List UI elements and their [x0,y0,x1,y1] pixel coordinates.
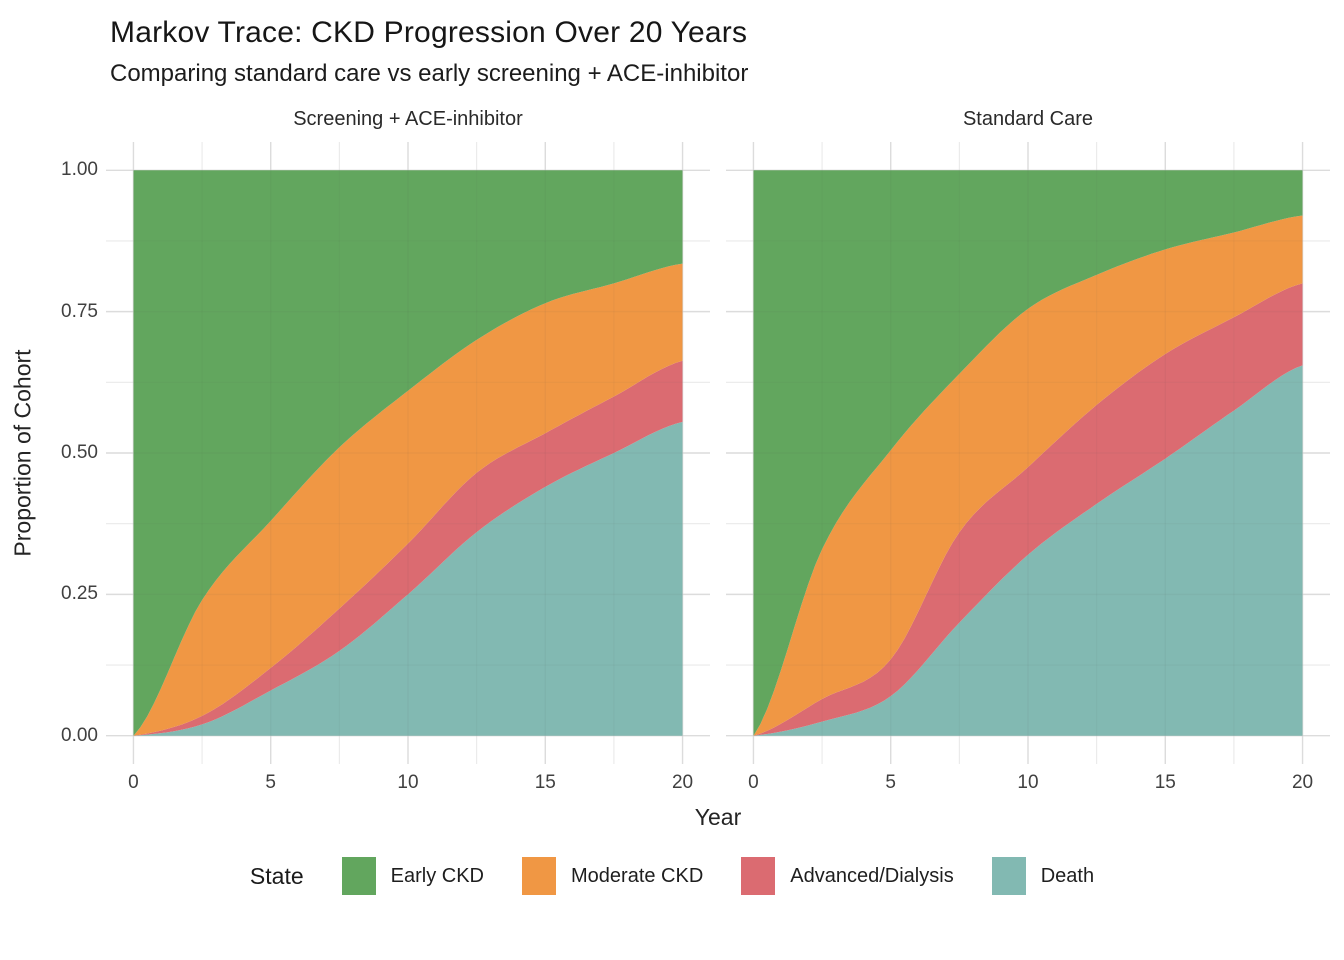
area-advanced-dialysis [753,283,1303,736]
x-tick-label: 10 [397,772,419,793]
x-tick-label: 10 [1017,772,1039,793]
legend-title: State [249,862,304,889]
legend-swatch-icon [341,857,376,895]
legend-swatch-icon [741,857,776,895]
x-tick-label: 20 [1291,772,1314,793]
area-early-ckd [753,170,1303,736]
area-early-ckd [133,170,683,736]
chart-subtitle: Comparing standard care vs early screeni… [110,60,749,87]
panel-standard [726,142,1330,764]
facet-label-screening: Screening + ACE-inhibitor [293,107,523,130]
legend-label: Advanced/Dialysis [790,864,954,887]
y-axis-title: Proportion of Cohort [9,349,36,557]
x-tick-label: 15 [1154,772,1176,793]
legend-swatch-icon [522,857,556,895]
y-tick-label: 0.50 [61,442,98,463]
y-axis-tick-labels: 0.00 0.25 0.50 0.75 1.00 [46,142,106,764]
chart-header: Markov Trace: CKD Progression Over 20 Ye… [0,0,1344,88]
legend-label: Moderate CKD [571,864,704,887]
x-tick-label: 0 [128,772,139,793]
legend-label: Early CKD [390,864,484,887]
area-moderate-ckd [753,215,1303,736]
legend-entry-early-ckd: Early CKD [341,857,484,895]
y-tick-label: 0.00 [61,724,98,746]
x-axis-title: Year [694,804,742,830]
area-death [753,365,1303,736]
panel-screening [106,142,710,764]
area-advanced-dialysis [133,360,683,736]
x-tick-label: 20 [671,772,694,793]
legend-entry-moderate-ckd: Moderate CKD [522,857,703,895]
legend-entry-advanced-dialysis: Advanced/Dialysis [741,857,954,895]
y-tick-label: 0.25 [61,583,98,605]
x-tick-label: 5 [885,772,897,793]
area-death [133,421,683,736]
x-axis-tick-labels-standard: 0 5 10 15 20 [726,764,1330,802]
area-moderate-ckd [133,263,683,736]
y-tick-label: 0.75 [61,300,98,322]
chart-title: Markov Trace: CKD Progression Over 20 Ye… [110,16,748,49]
x-tick-label: 5 [265,772,277,793]
x-axis-tick-labels-screening: 0 5 10 15 20 [106,764,710,802]
facet-label-standard: Standard Care [962,107,1094,130]
legend-entry-death: Death [991,857,1095,895]
x-tick-label: 15 [534,772,556,793]
legend-label: Death [1040,864,1095,887]
x-tick-label: 0 [748,772,759,793]
legend: State Early CKD Moderate CKD Advanced/Dial… [0,857,1344,895]
legend-swatch-icon [991,857,1026,895]
y-tick-label: 1.00 [61,159,98,181]
plot-grid: Proportion of Cohort 0.00 0.25 0.50 0.75 1.0… [0,96,1344,802]
